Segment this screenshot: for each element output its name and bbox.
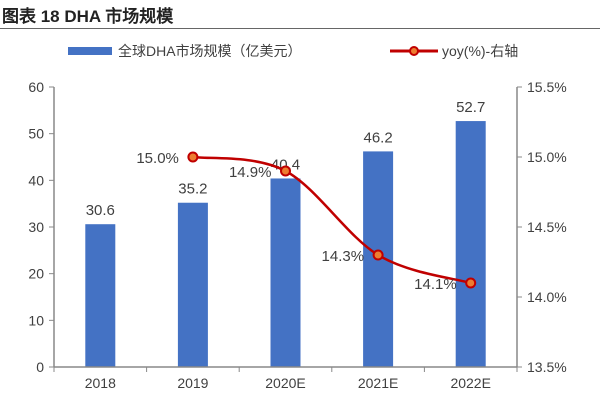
left-tick-label: 10 <box>28 312 44 328</box>
legend-bar-swatch <box>68 47 112 55</box>
bar-2020E <box>270 178 301 367</box>
right-tick-label: 13.5% <box>527 359 567 375</box>
bar-label: 40.4 <box>271 156 300 173</box>
legend-line-marker <box>409 46 419 56</box>
bar-label: 52.7 <box>456 99 485 116</box>
yoy-marker-2022E <box>465 277 477 289</box>
right-tick-label: 15.5% <box>527 79 567 95</box>
legend-label-line: yoy(%)-右轴 <box>442 43 518 59</box>
left-tick-label: 30 <box>28 219 44 235</box>
right-tick-label: 15.0% <box>527 149 567 165</box>
bar-2022E <box>455 121 486 367</box>
left-tick-label: 40 <box>28 172 44 188</box>
title-divider <box>0 28 600 29</box>
bar-label: 30.6 <box>86 202 115 219</box>
bar-label: 35.2 <box>178 181 207 198</box>
left-tick-label: 50 <box>28 126 44 142</box>
bar-label: 46.2 <box>363 129 392 146</box>
yoy-label: 14.1% <box>414 276 457 293</box>
yoy-label: 14.9% <box>229 164 272 181</box>
yoy-line <box>192 155 472 285</box>
x-tick-label: 2019 <box>177 375 208 391</box>
bar-2018 <box>85 224 116 367</box>
left-tick-label: 60 <box>28 79 44 95</box>
bar-2019 <box>177 202 208 367</box>
x-tick-label: 2022E <box>450 375 490 391</box>
yoy-marker-2020E <box>280 165 291 177</box>
right-tick-label: 14.5% <box>527 219 567 235</box>
x-tick-label: 2021E <box>358 375 398 391</box>
yoy-label: 14.3% <box>322 248 365 265</box>
figure-title: 图表 18 DHA 市场规模 <box>2 7 174 26</box>
yoy-marker-2021E <box>372 249 384 261</box>
right-tick-label: 14.0% <box>527 289 567 305</box>
left-tick-label: 20 <box>28 266 44 282</box>
yoy-label: 15.0% <box>136 150 179 167</box>
yoy-marker-2019 <box>187 151 199 163</box>
x-tick-label: 2018 <box>85 375 116 391</box>
x-tick-label: 2020E <box>265 375 305 391</box>
left-tick-label: 0 <box>36 359 44 375</box>
legend-label-bar: 全球DHA市场规模（亿美元） <box>118 43 302 59</box>
